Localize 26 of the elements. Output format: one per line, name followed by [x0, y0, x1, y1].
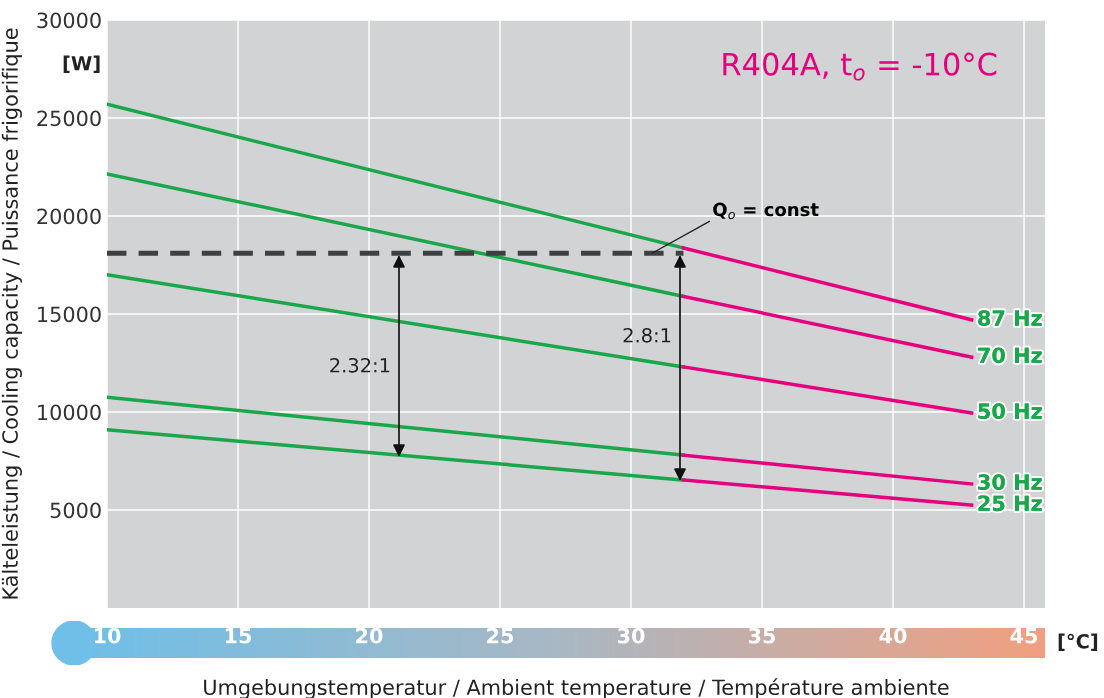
series-label: 87 Hz — [978, 310, 1042, 326]
x-tick-label: 15 — [225, 628, 252, 644]
text: [°C] — [1058, 633, 1098, 651]
series-label: 25 Hz — [978, 495, 1042, 512]
series-label: 50 Hz — [978, 403, 1042, 420]
y-tick-label: 15000 — [38, 306, 101, 323]
y-tick-label: 10000 — [38, 404, 101, 421]
x-tick-label: 25 — [487, 627, 514, 644]
y-tick-label: 30000 — [37, 12, 101, 29]
text: R404A, t$_{o}$ = -10°C — [723, 52, 997, 81]
x-tick-label: 20 — [356, 627, 383, 644]
y-tick-label: 25000 — [37, 110, 101, 127]
annotation: 2.8:1 — [623, 327, 671, 343]
x-tick-label: 45 — [1010, 628, 1038, 644]
annotation: 2.32:1 — [330, 357, 390, 373]
x-tick-label: 10 — [94, 627, 121, 644]
text: [W] — [63, 55, 100, 73]
y-axis-title: Kälteleistung / Cooling capacity / Puissance frigorifique — [1, 28, 22, 599]
series-label: 70 Hz — [978, 347, 1042, 364]
x-tick-label: 35 — [748, 627, 776, 644]
series-label: 30 Hz — [978, 474, 1042, 490]
annotation: Q$_{o}$ = const — [713, 202, 819, 220]
y-tick-label: 5000 — [50, 502, 101, 519]
x-tick-label: 40 — [879, 627, 907, 644]
x-tick-label: 30 — [617, 627, 645, 644]
y-tick-label: 20000 — [37, 208, 101, 225]
